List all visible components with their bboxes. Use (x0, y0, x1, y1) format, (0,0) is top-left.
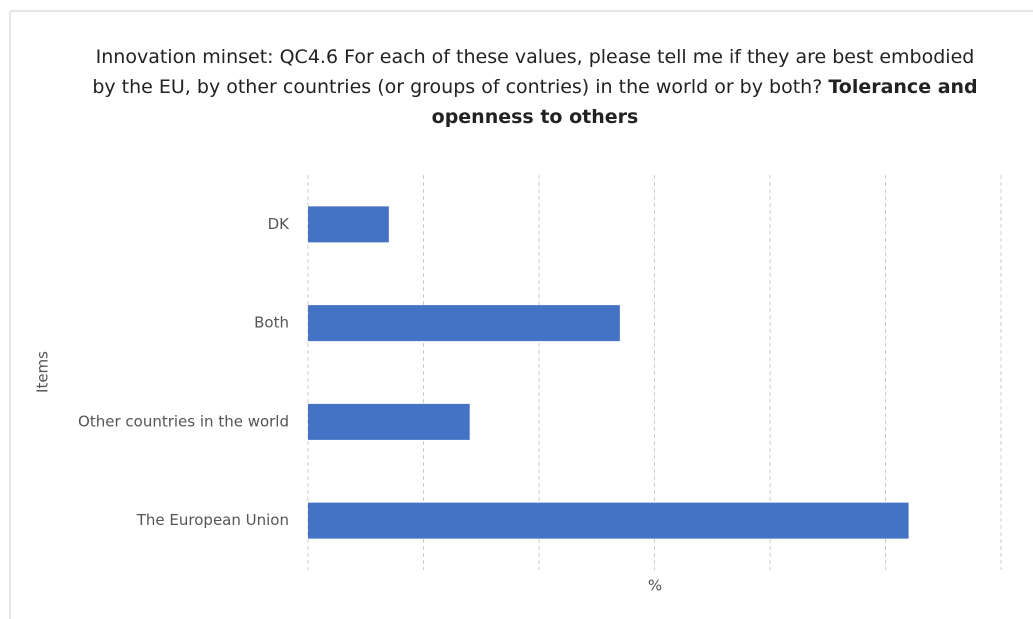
y-tick-label: DK (268, 215, 291, 233)
y-axis-label: Items (34, 351, 52, 393)
title-text: Innovation minset: QC4.6 For each of the… (92, 46, 975, 98)
bar (308, 206, 389, 243)
bar (308, 502, 909, 539)
bar (308, 403, 470, 440)
chart-title: Innovation minset: QC4.6 For each of the… (90, 42, 980, 132)
x-axis-label: % (648, 577, 662, 595)
y-tick-label: Other countries in the world (78, 412, 289, 430)
y-tick-label: The European Union (136, 511, 289, 529)
title-emphasis: Tolerance and openness to others (431, 76, 978, 128)
bar (308, 305, 620, 342)
y-tick-label: Both (254, 314, 289, 332)
